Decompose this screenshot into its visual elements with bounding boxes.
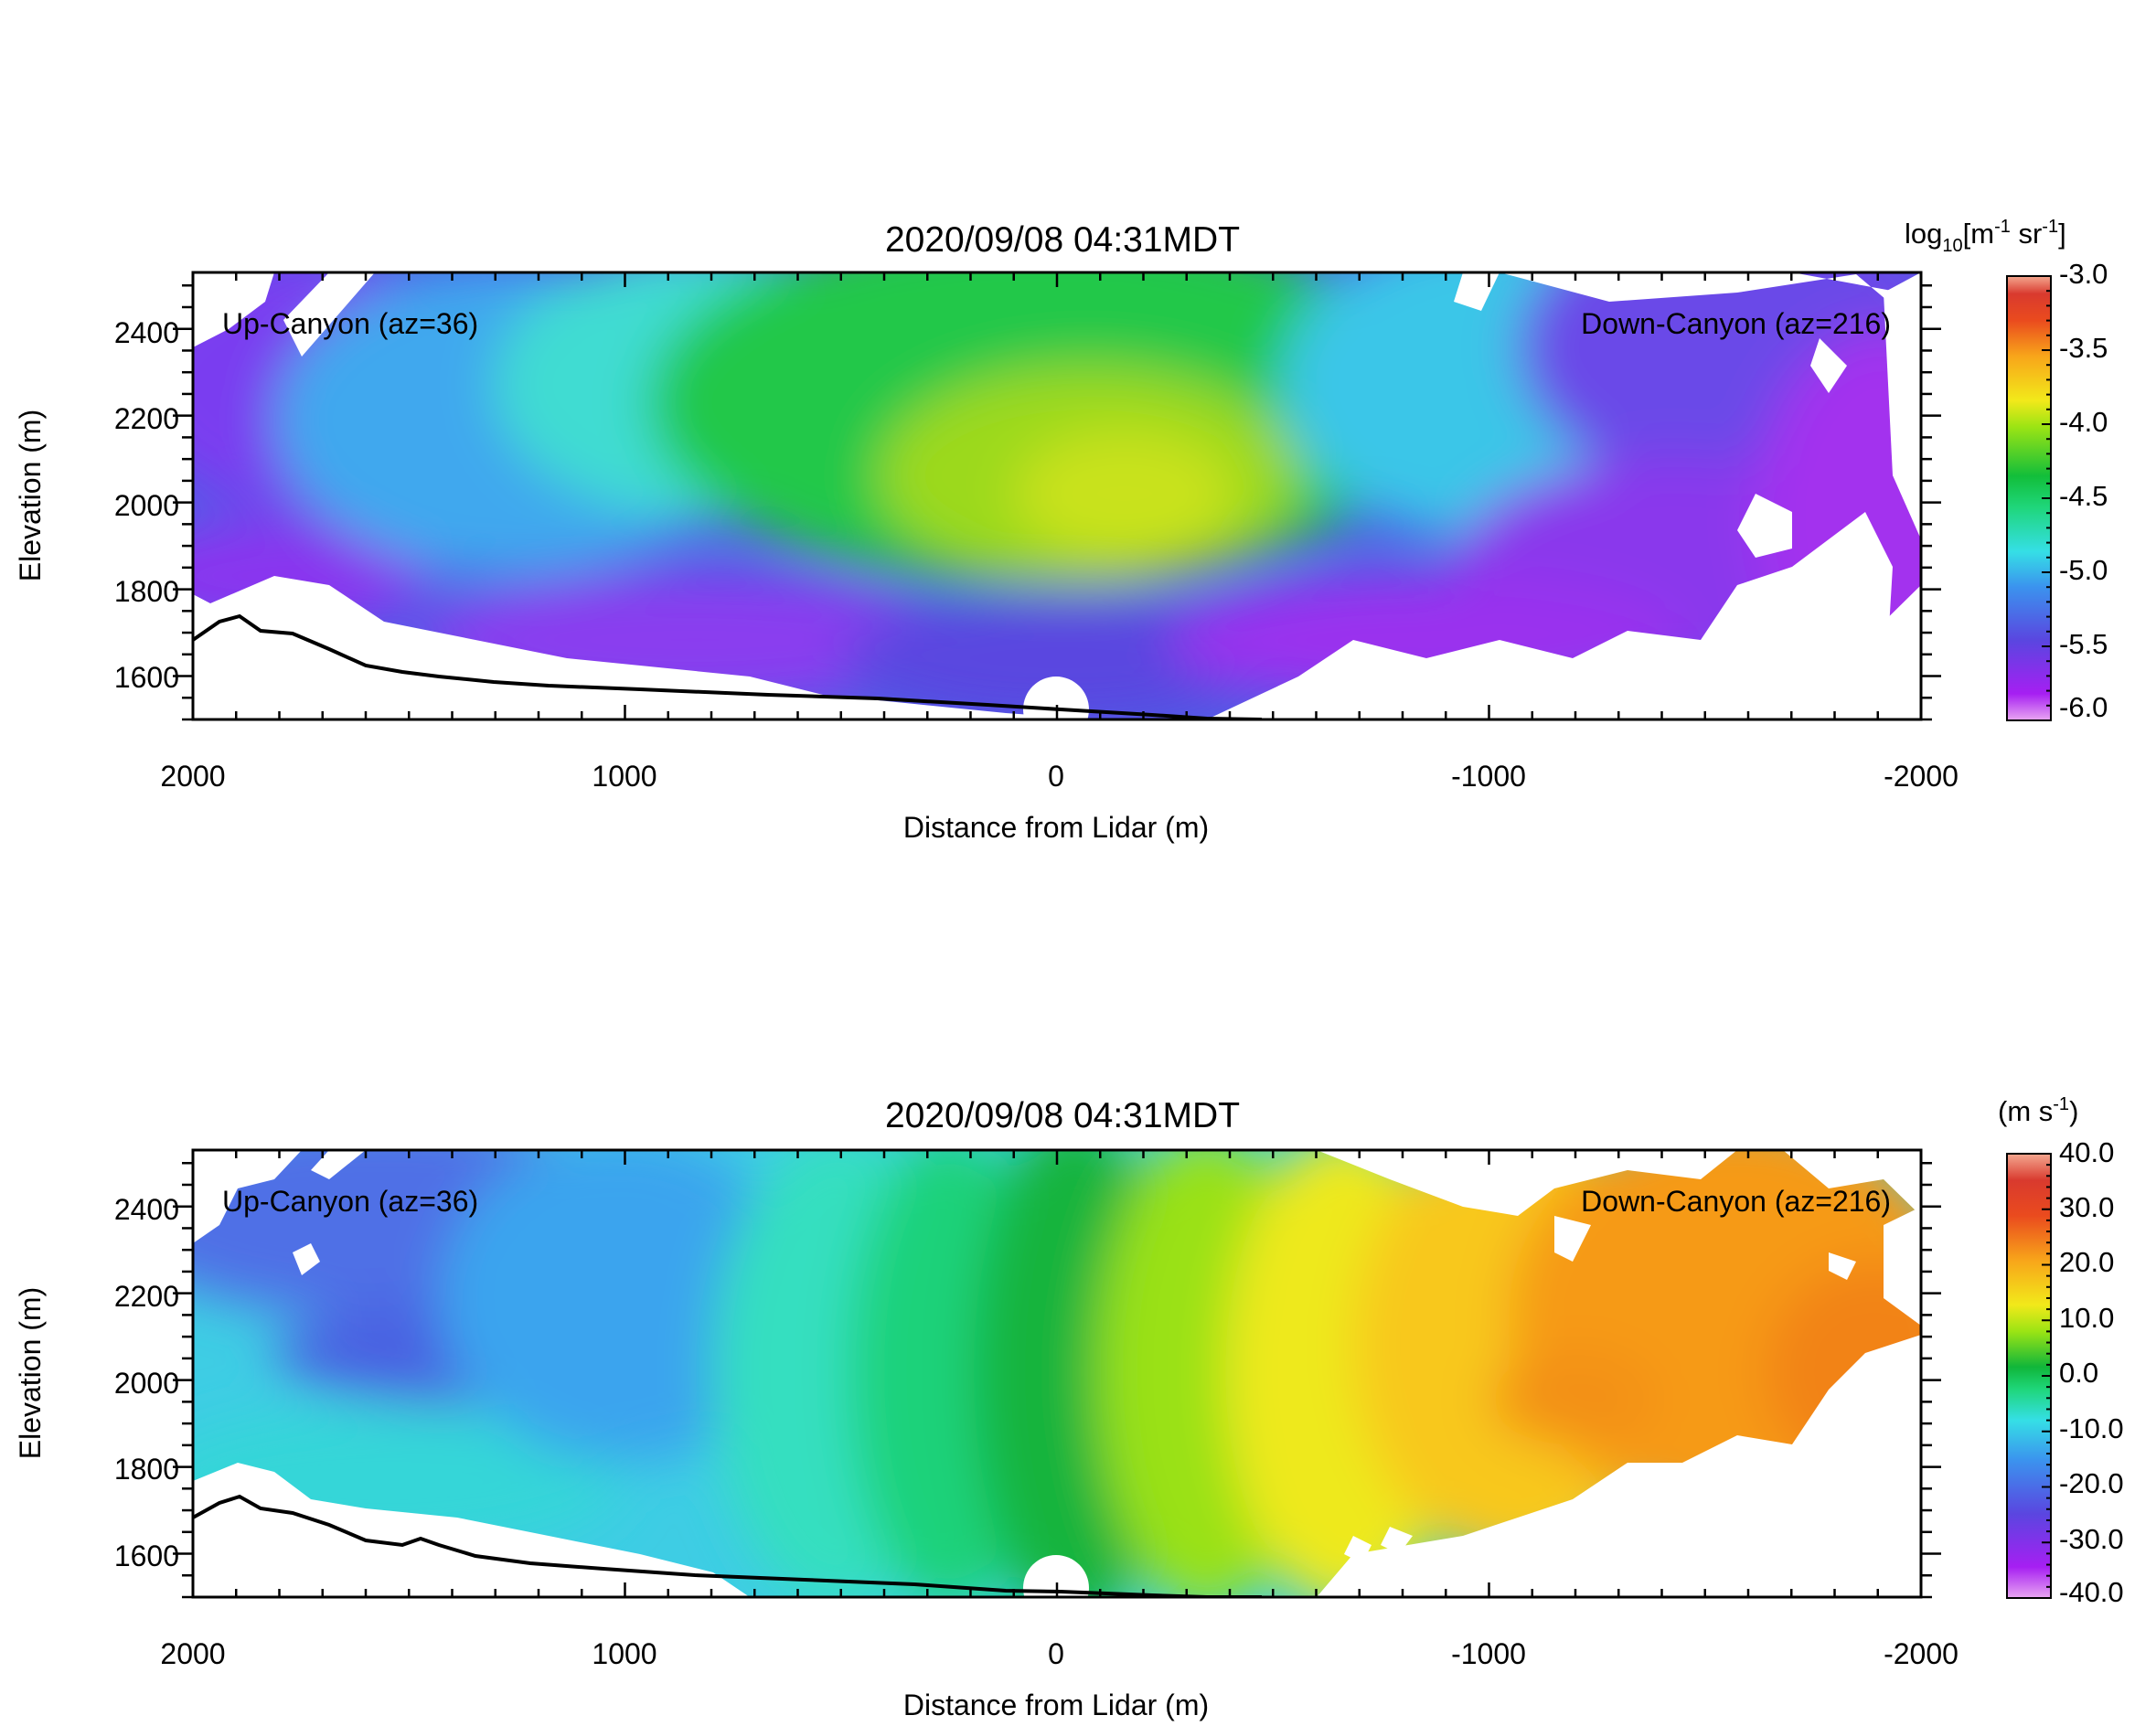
colorbar-ticks bbox=[2042, 1153, 2051, 1599]
terrain-line bbox=[193, 1494, 1262, 1597]
colorbar-tick-labels: 40.0 30.0 20.0 10.0 0.0 -10.0 -20.0 -30.… bbox=[2059, 1136, 2124, 1608]
x-tick-labels: 2000 1000 0 -1000 -2000 bbox=[160, 1637, 1959, 1670]
annotation-down-canyon: Down-Canyon (az=216) bbox=[1581, 307, 1891, 340]
x-tick-label: 0 bbox=[1048, 760, 1064, 793]
x-tick-label: 0 bbox=[1048, 1637, 1064, 1670]
colorbar-tick-label: -40.0 bbox=[2059, 1576, 2124, 1608]
x-tick-label: -2000 bbox=[1884, 760, 1959, 793]
x-tick-labels: 2000 1000 0 -1000 -2000 bbox=[160, 760, 1959, 793]
y-tick-label: 2200 bbox=[114, 1280, 179, 1313]
colorbar-tick-label: 30.0 bbox=[2059, 1191, 2114, 1223]
x-tick-label: 1000 bbox=[592, 1637, 656, 1670]
x-axis-label: Distance from Lidar (m) bbox=[903, 1689, 1209, 1721]
colorbar-tick-label: -10.0 bbox=[2059, 1412, 2124, 1444]
y-tick-label: 1800 bbox=[114, 575, 179, 608]
y-tick-labels: 1600 1800 2000 2200 2400 bbox=[114, 316, 179, 694]
x-tick-label: 1000 bbox=[592, 760, 656, 793]
colorbar-tick-label: 0.0 bbox=[2059, 1357, 2098, 1389]
y-tick-label: 2000 bbox=[114, 1367, 179, 1400]
x-axis-label: Distance from Lidar (m) bbox=[903, 811, 1209, 844]
colorbar-tick-label: -4.0 bbox=[2059, 406, 2108, 438]
axis-ticks bbox=[173, 272, 1941, 721]
panel-velocity: 2020/09/08 04:31MDT Up-Canyon (az=36) Do… bbox=[14, 1094, 2124, 1721]
x-tick-label: -1000 bbox=[1451, 1637, 1526, 1670]
velocity-field bbox=[193, 1150, 1921, 1597]
colorbar-tick-label: -3.0 bbox=[2059, 258, 2108, 290]
y-tick-label: 1800 bbox=[114, 1453, 179, 1486]
colorbar-velocity: 40.0 30.0 20.0 10.0 0.0 -10.0 -20.0 -30.… bbox=[1998, 1094, 2124, 1608]
y-tick-label: 2000 bbox=[114, 489, 179, 522]
colorbar-unit-label: log10[m-1 sr-1] bbox=[1905, 217, 2066, 256]
colorbar-tick-label: 40.0 bbox=[2059, 1136, 2114, 1168]
colorbar-tick-label: 20.0 bbox=[2059, 1246, 2114, 1278]
colorbar-tick-label: -3.5 bbox=[2059, 332, 2108, 364]
colorbar-tick-label: -20.0 bbox=[2059, 1467, 2124, 1499]
backscatter-field bbox=[193, 272, 1921, 719]
chart-title: 2020/09/08 04:31MDT bbox=[885, 1096, 1240, 1135]
x-tick-label: 2000 bbox=[160, 1637, 225, 1670]
colorbar-tick-label: -30.0 bbox=[2059, 1523, 2124, 1555]
colorbar-backscatter: -3.0 -3.5 -4.0 -4.5 -5.0 -5.5 -6.0 log10… bbox=[1905, 217, 2108, 723]
no-data-regions bbox=[193, 1150, 1921, 1597]
panel-backscatter: 2020/09/08 04:31MDT Up-Canyon (az=36) Do… bbox=[14, 217, 2108, 844]
y-tick-label: 1600 bbox=[114, 661, 179, 694]
y-tick-label: 2400 bbox=[114, 316, 179, 349]
axis-ticks bbox=[173, 1150, 1941, 1599]
y-axis-label: Elevation (m) bbox=[14, 1287, 47, 1460]
terrain-line bbox=[193, 613, 1263, 719]
y-axis-label: Elevation (m) bbox=[14, 410, 47, 582]
x-tick-label: -2000 bbox=[1884, 1637, 1959, 1670]
lidar-blind-zone bbox=[1023, 1555, 1089, 1597]
colorbar-tick-labels: -3.0 -3.5 -4.0 -4.5 -5.0 -5.5 -6.0 bbox=[2059, 258, 2108, 723]
y-tick-label: 2200 bbox=[114, 402, 179, 435]
annotation-down-canyon: Down-Canyon (az=216) bbox=[1581, 1185, 1891, 1218]
colorbar-tick-label: -4.5 bbox=[2059, 480, 2108, 512]
colorbar-tick-label: -5.0 bbox=[2059, 554, 2108, 586]
x-tick-label: 2000 bbox=[160, 760, 225, 793]
colorbar-tick-label: -6.0 bbox=[2059, 691, 2108, 723]
annotation-up-canyon: Up-Canyon (az=36) bbox=[222, 1185, 478, 1218]
colorbar-ticks bbox=[2042, 275, 2051, 721]
annotation-up-canyon: Up-Canyon (az=36) bbox=[222, 307, 478, 340]
x-tick-label: -1000 bbox=[1451, 760, 1526, 793]
y-tick-label: 2400 bbox=[114, 1193, 179, 1226]
colorbar-unit-label: (m s-1) bbox=[1998, 1094, 2078, 1127]
y-tick-label: 1600 bbox=[114, 1540, 179, 1572]
chart-title: 2020/09/08 04:31MDT bbox=[885, 220, 1240, 260]
colorbar-tick-label: 10.0 bbox=[2059, 1302, 2114, 1334]
y-tick-labels: 1600 1800 2000 2200 2400 bbox=[114, 1193, 179, 1572]
colorbar-tick-label: -5.5 bbox=[2059, 628, 2108, 660]
